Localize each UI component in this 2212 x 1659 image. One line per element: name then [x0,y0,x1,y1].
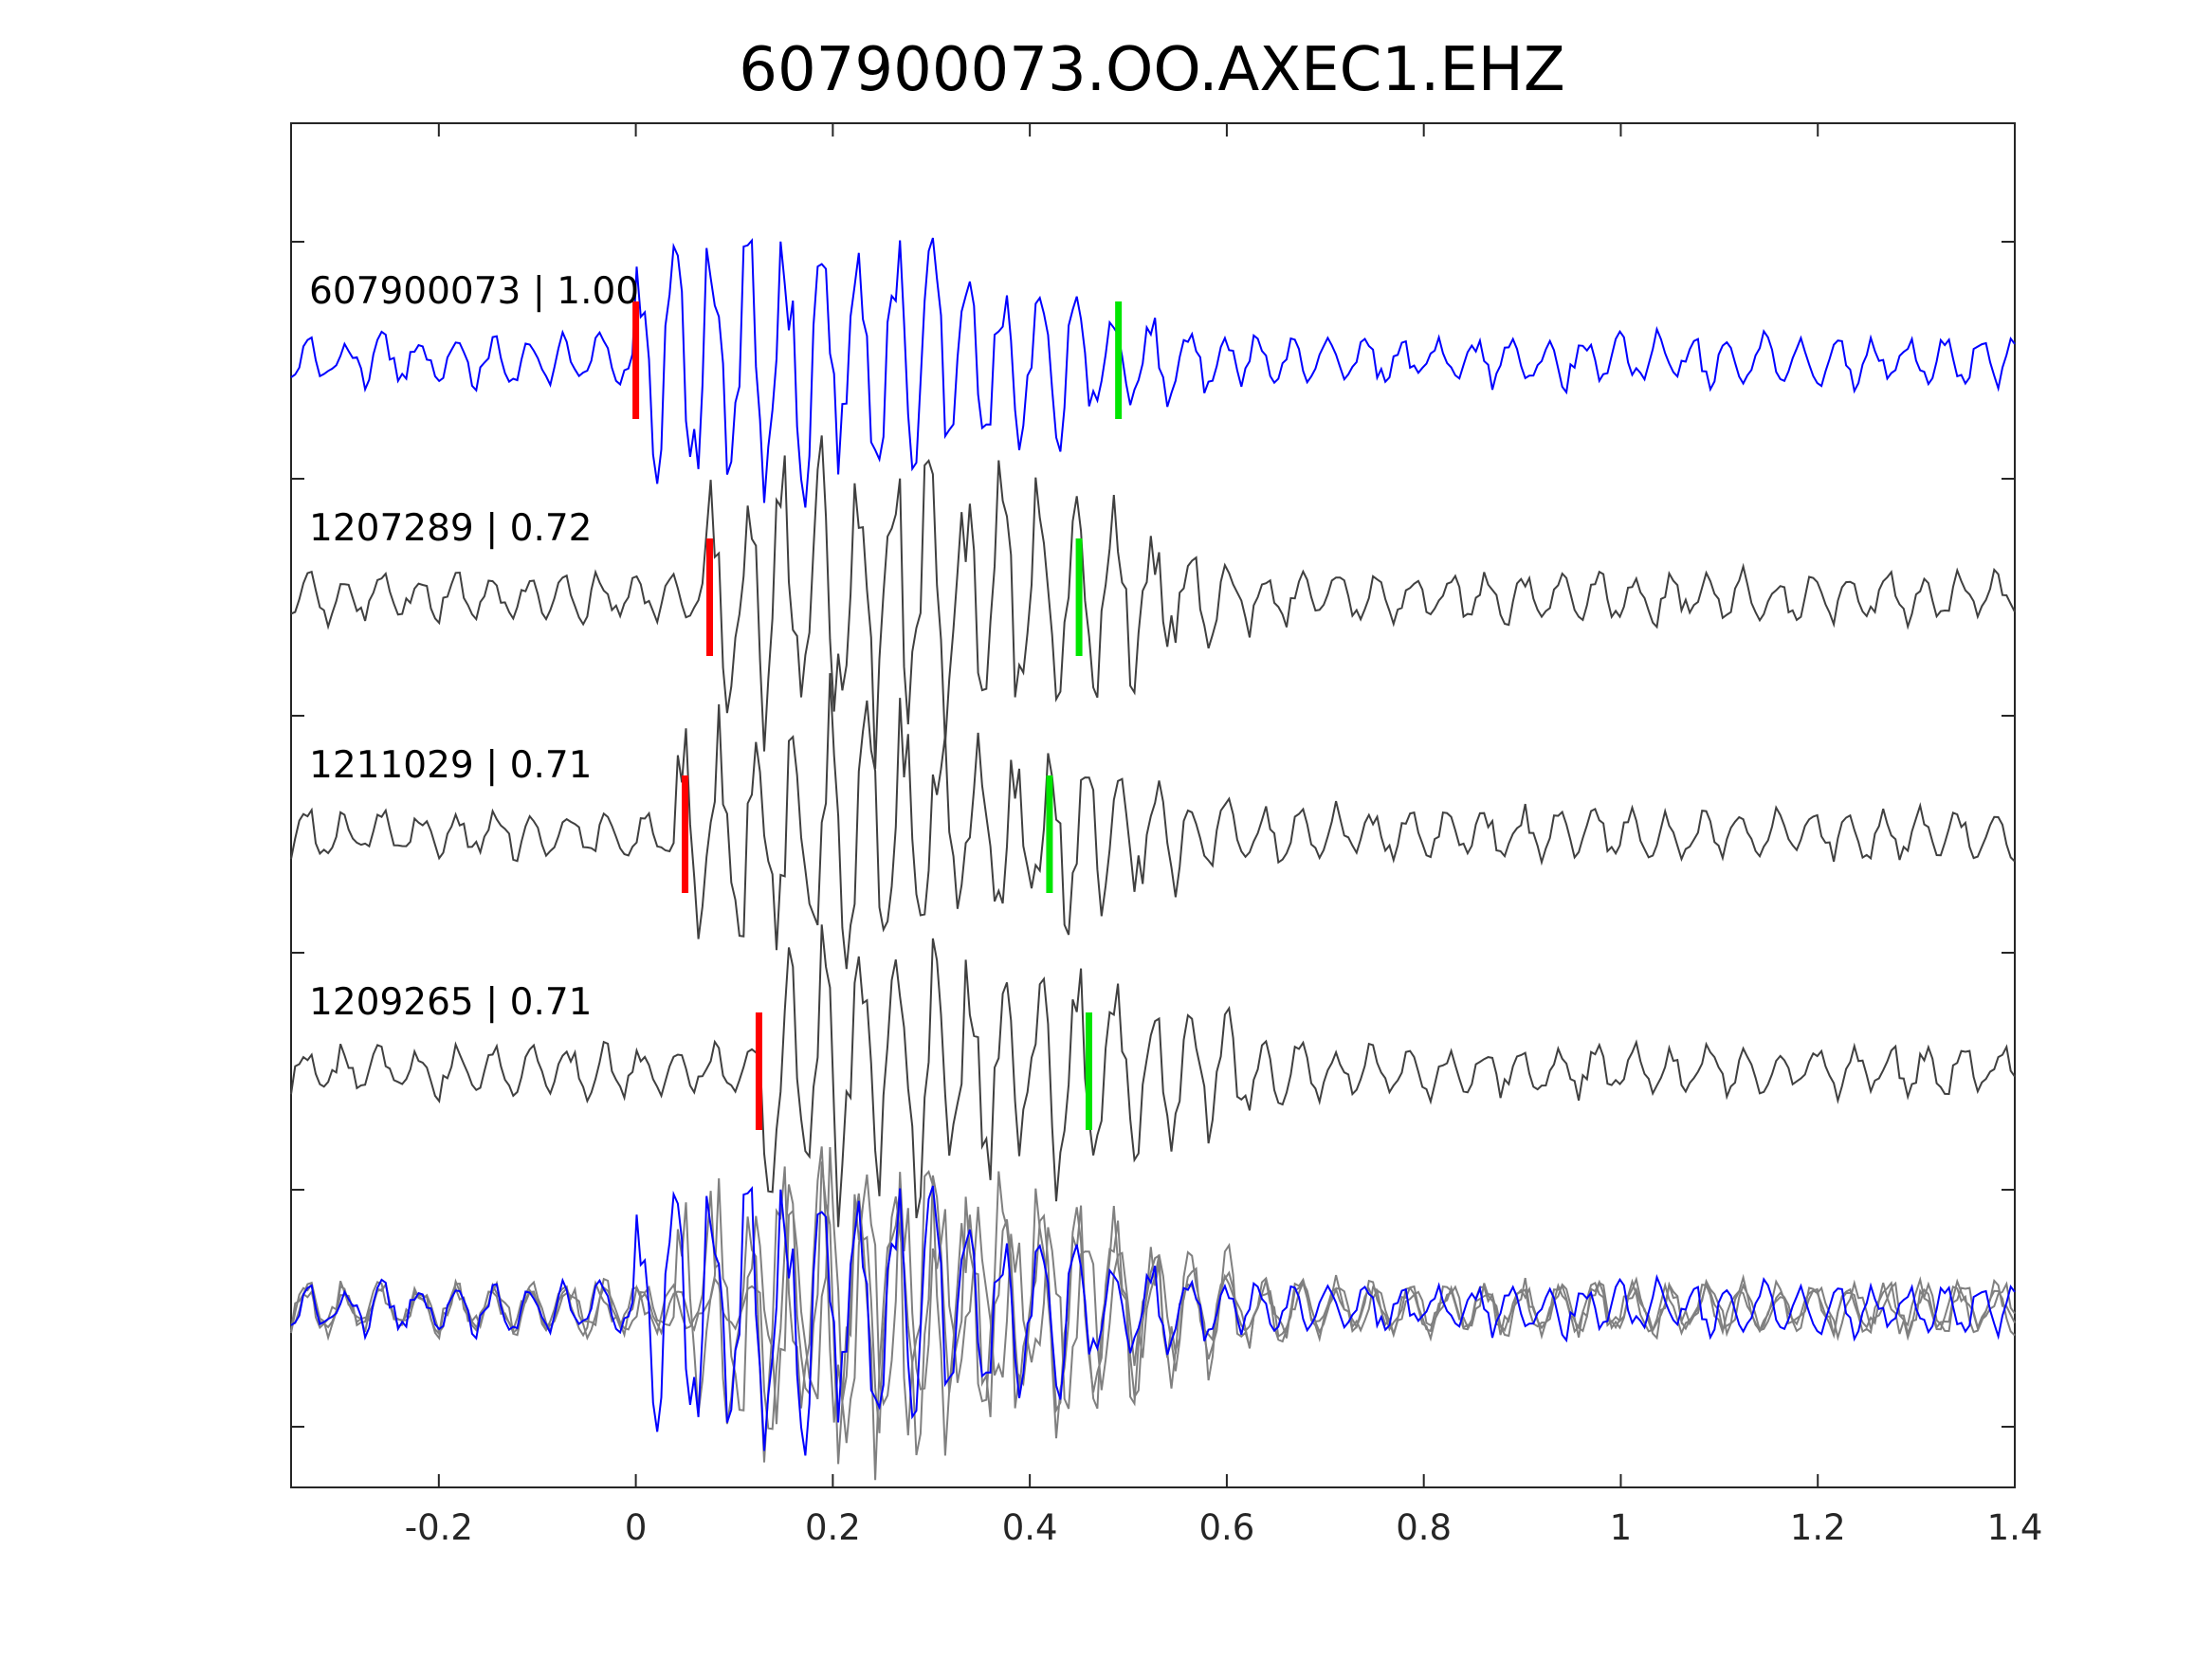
waveform-607900073 [290,237,2016,508]
y-ticks [291,241,2015,1428]
waveform-1211029 [290,673,2016,970]
chart-title: 607900073.OO.AXEC1.EHZ [739,35,1565,105]
x-tick-label: 1 [1610,1507,1633,1548]
overlay-waveform-1211029 [290,1147,2016,1444]
trace-label-1209265: 1209265 | 0.71 [309,981,592,1024]
waveform-traces [290,237,2016,1481]
x-tick-label: 0 [625,1507,648,1548]
trace-labels: 607900073 | 1.00 1207289 | 0.72 1211029 | … [309,270,639,1024]
x-tick-label: 0.4 [1002,1507,1058,1548]
overlay-waveform-1209265 [290,1161,2016,1465]
x-tick-label: 1.4 [1987,1507,2043,1548]
axes-box [290,122,2016,1488]
x-ticks: -0.2 0 0.2 0.4 0.6 0.8 1 1.2 1.4 [405,123,2043,1548]
trace-label-1211029: 1211029 | 0.71 [309,744,592,787]
x-tick-label: -0.2 [405,1507,473,1548]
overlay-waveform-1207289 [290,1146,2016,1481]
plot-area: -0.2 0 0.2 0.4 0.6 0.8 1 1.2 1.4 607900073 | 1.0… [290,122,2043,1548]
x-tick-label: 0.2 [805,1507,861,1548]
x-tick-label: 0.8 [1396,1507,1452,1548]
waveform-1209265 [290,924,2016,1228]
x-tick-label: 1.2 [1790,1507,1846,1548]
trace-label-1207289: 1207289 | 0.72 [309,507,592,550]
overlay-waveform-607900073 [290,1185,2016,1456]
trace-label-607900073: 607900073 | 1.00 [309,270,639,313]
x-tick-label: 0.6 [1198,1507,1254,1548]
phase-picks [632,301,1123,1130]
waveform-1207289 [290,435,2016,770]
